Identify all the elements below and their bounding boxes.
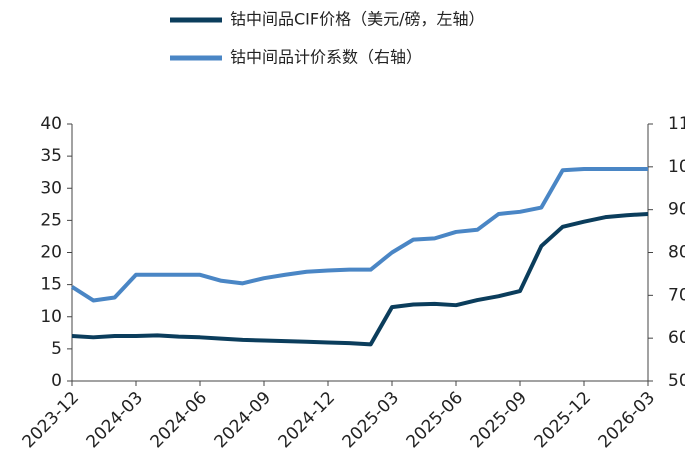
y-tick-label: 15	[40, 275, 62, 295]
y-tick-label: 35	[40, 146, 62, 166]
y-tick-label: 20	[40, 243, 62, 263]
y-tick-label: 10	[40, 307, 62, 327]
y2-tick-label: 90	[668, 200, 685, 220]
legend-label: 钴中间品CIF价格（美元/磅，左轴）	[230, 10, 485, 29]
x-tick-label: 2026-03	[595, 388, 659, 452]
y-tick-label: 0	[51, 371, 62, 391]
series-line	[70, 166, 648, 303]
x-tick-label: 2025-09	[467, 388, 531, 452]
y2-tick-label: 80	[668, 243, 685, 263]
x-tick-label: 2023-12	[19, 388, 83, 452]
y-tick-label: 40	[40, 114, 62, 134]
y-tick-label: 25	[40, 210, 62, 230]
legend-label: 钴中间品计价系数（右轴）	[230, 48, 422, 67]
x-tick-label: 2025-03	[339, 388, 403, 452]
y2-tick-label: 50	[668, 371, 685, 391]
x-tick-label: 2024-06	[147, 388, 211, 452]
x-tick-label: 2025-06	[403, 388, 467, 452]
x-tick-label: 2024-09	[211, 388, 275, 452]
y2-tick-label: 70	[668, 285, 685, 305]
y-tick-label: 5	[51, 339, 62, 359]
y2-tick-label: 110	[668, 114, 685, 134]
y2-tick-label: 60	[668, 328, 685, 348]
y2-tick-label: 100	[668, 157, 685, 177]
series-line	[71, 211, 649, 347]
y-tick-label: 30	[40, 178, 62, 198]
x-tick-label: 2024-12	[275, 388, 339, 452]
x-tick-label: 2024-03	[83, 388, 147, 452]
x-tick-label: 2025-12	[531, 388, 595, 452]
